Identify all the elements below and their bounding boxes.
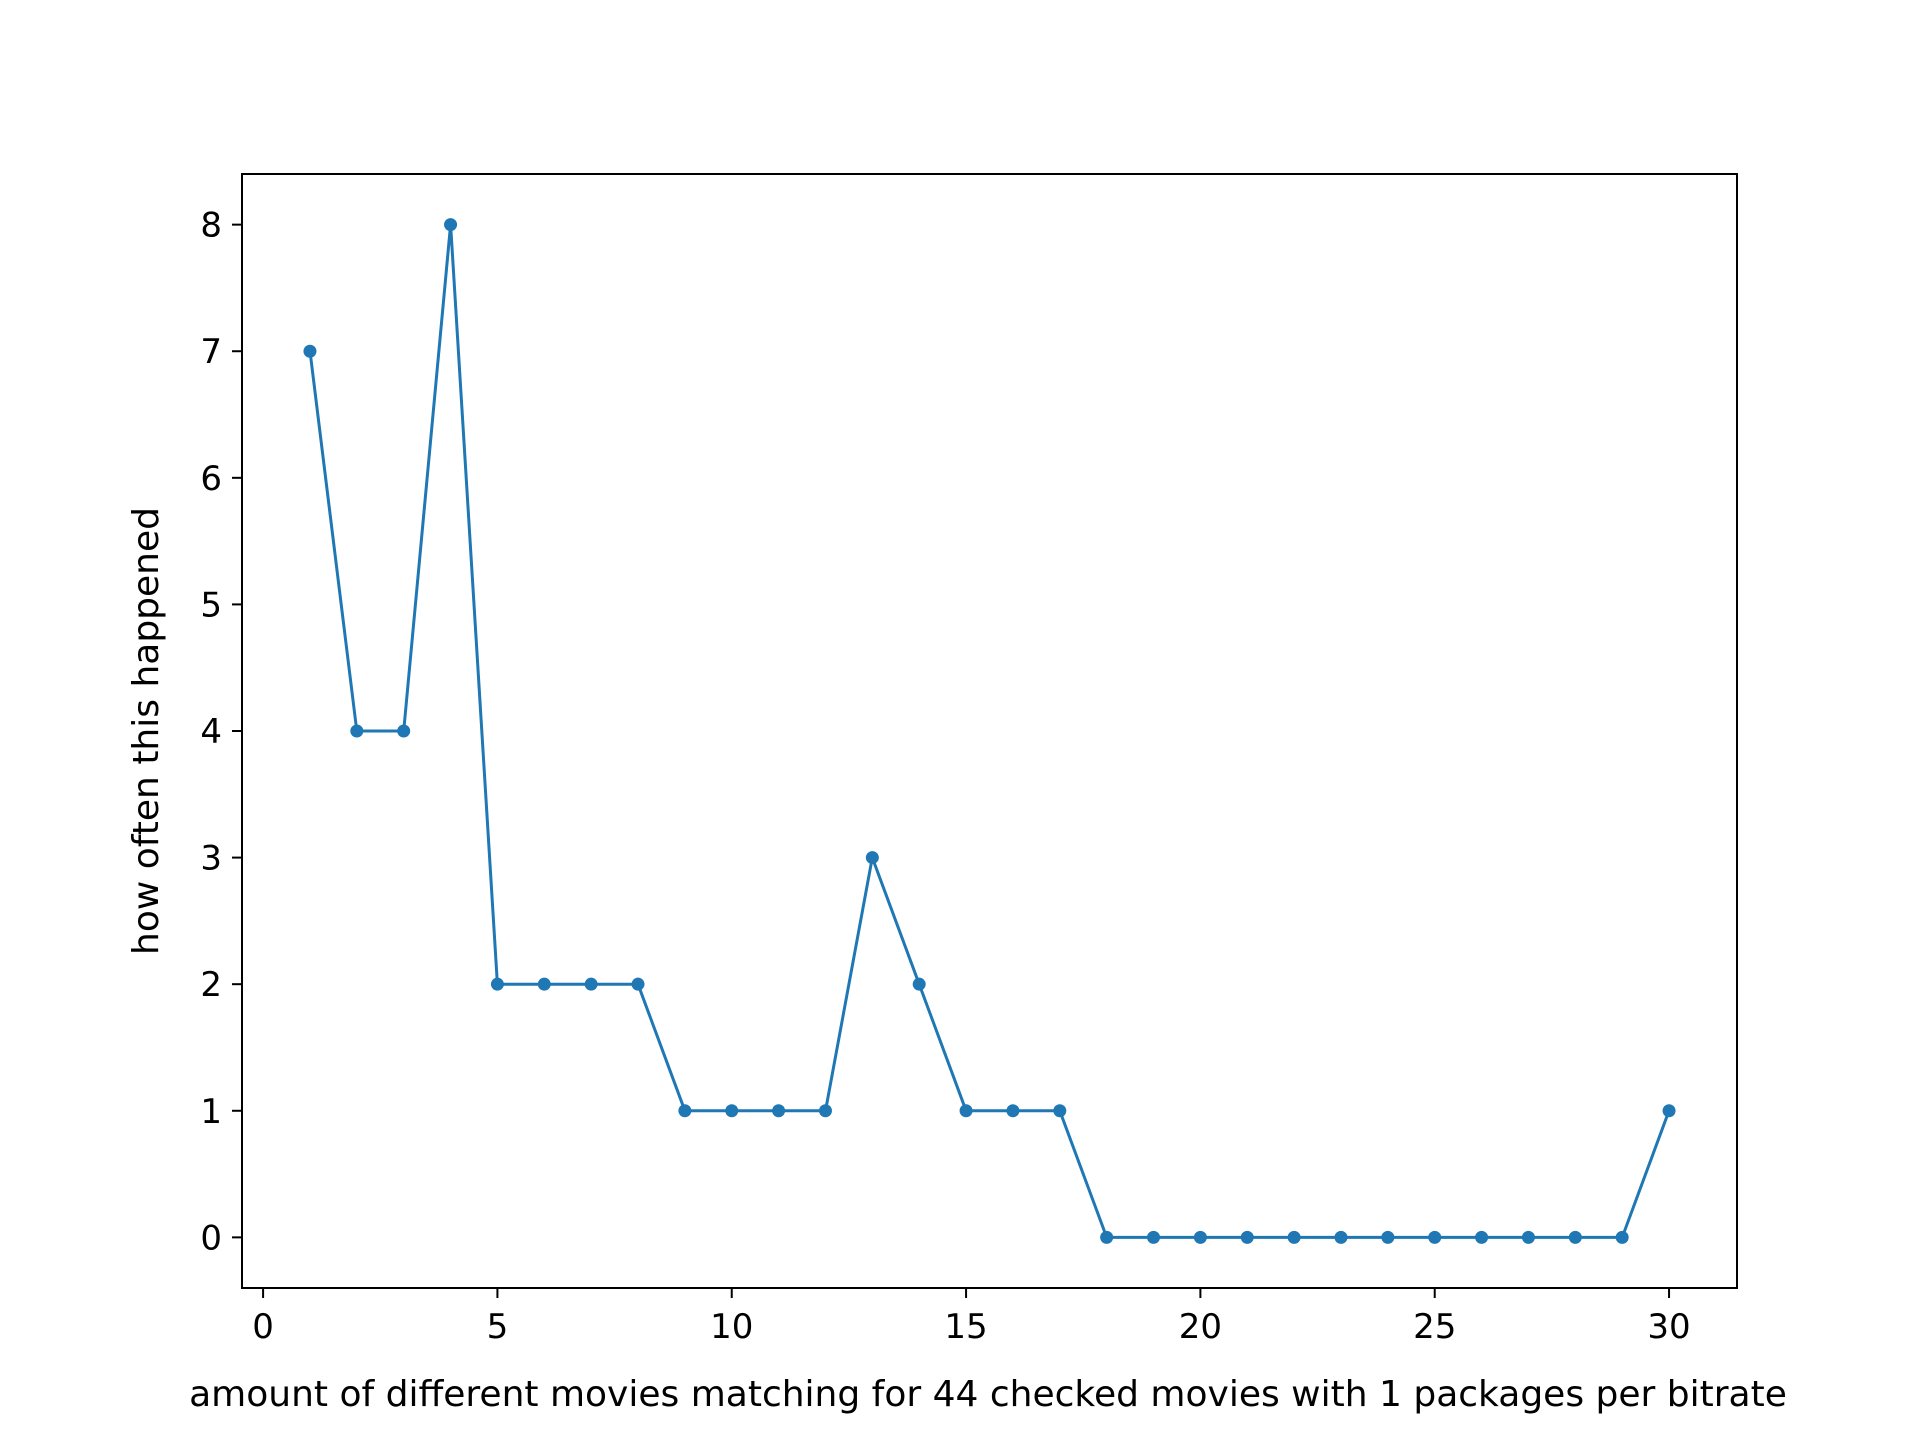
x-axis-ticks: 0 5 10 15 20 25 30 — [252, 1288, 1691, 1347]
x-axis-label: amount of different movies matching for … — [189, 1374, 1787, 1415]
data-point — [725, 1104, 739, 1118]
data-point — [1475, 1230, 1489, 1244]
y-tick-label: 3 — [200, 839, 222, 879]
data-point — [912, 977, 926, 991]
y-axis-label: how often this happened — [126, 507, 167, 955]
y-tick-label: 8 — [200, 206, 222, 246]
data-point — [490, 977, 504, 991]
data-point — [1053, 1104, 1067, 1118]
data-point — [350, 724, 364, 738]
y-tick-label: 2 — [200, 965, 222, 1005]
data-point — [1193, 1230, 1207, 1244]
data-point — [1100, 1230, 1114, 1244]
data-point — [1521, 1230, 1535, 1244]
data-point — [1428, 1230, 1442, 1244]
x-tick-label: 15 — [944, 1307, 987, 1347]
data-point — [772, 1104, 786, 1118]
data-point — [678, 1104, 692, 1118]
data-point — [631, 977, 645, 991]
y-tick-label: 7 — [200, 332, 222, 372]
data-point — [1240, 1230, 1254, 1244]
x-tick-label: 0 — [252, 1307, 274, 1347]
series-line — [308, 223, 1671, 1239]
data-point — [584, 977, 598, 991]
data-point — [1287, 1230, 1301, 1244]
data-point — [818, 1104, 832, 1118]
data-point — [865, 851, 879, 865]
series-layer — [303, 218, 1676, 1244]
data-point — [959, 1104, 973, 1118]
data-point — [444, 218, 458, 232]
x-tick-label: 10 — [710, 1307, 753, 1347]
data-point — [1334, 1230, 1348, 1244]
y-tick-label: 1 — [200, 1092, 222, 1132]
x-tick-label: 25 — [1413, 1307, 1456, 1347]
data-point — [303, 344, 317, 358]
y-axis-ticks: 0 1 2 3 4 5 6 7 8 — [200, 206, 242, 1258]
y-tick-label: 0 — [200, 1218, 222, 1258]
y-tick-label: 6 — [200, 459, 222, 499]
data-point — [1615, 1230, 1629, 1244]
plot-frame — [241, 173, 1738, 1289]
x-tick-label: 20 — [1179, 1307, 1222, 1347]
data-point — [1147, 1230, 1161, 1244]
x-tick-label: 30 — [1647, 1307, 1690, 1347]
y-tick-label: 4 — [200, 712, 222, 752]
data-point — [1662, 1104, 1676, 1118]
x-tick-label: 5 — [487, 1307, 509, 1347]
data-point — [1568, 1230, 1582, 1244]
data-point — [537, 977, 551, 991]
data-point — [1006, 1104, 1020, 1118]
data-point — [397, 724, 411, 738]
data-point — [1381, 1230, 1395, 1244]
y-tick-label: 5 — [200, 585, 222, 625]
